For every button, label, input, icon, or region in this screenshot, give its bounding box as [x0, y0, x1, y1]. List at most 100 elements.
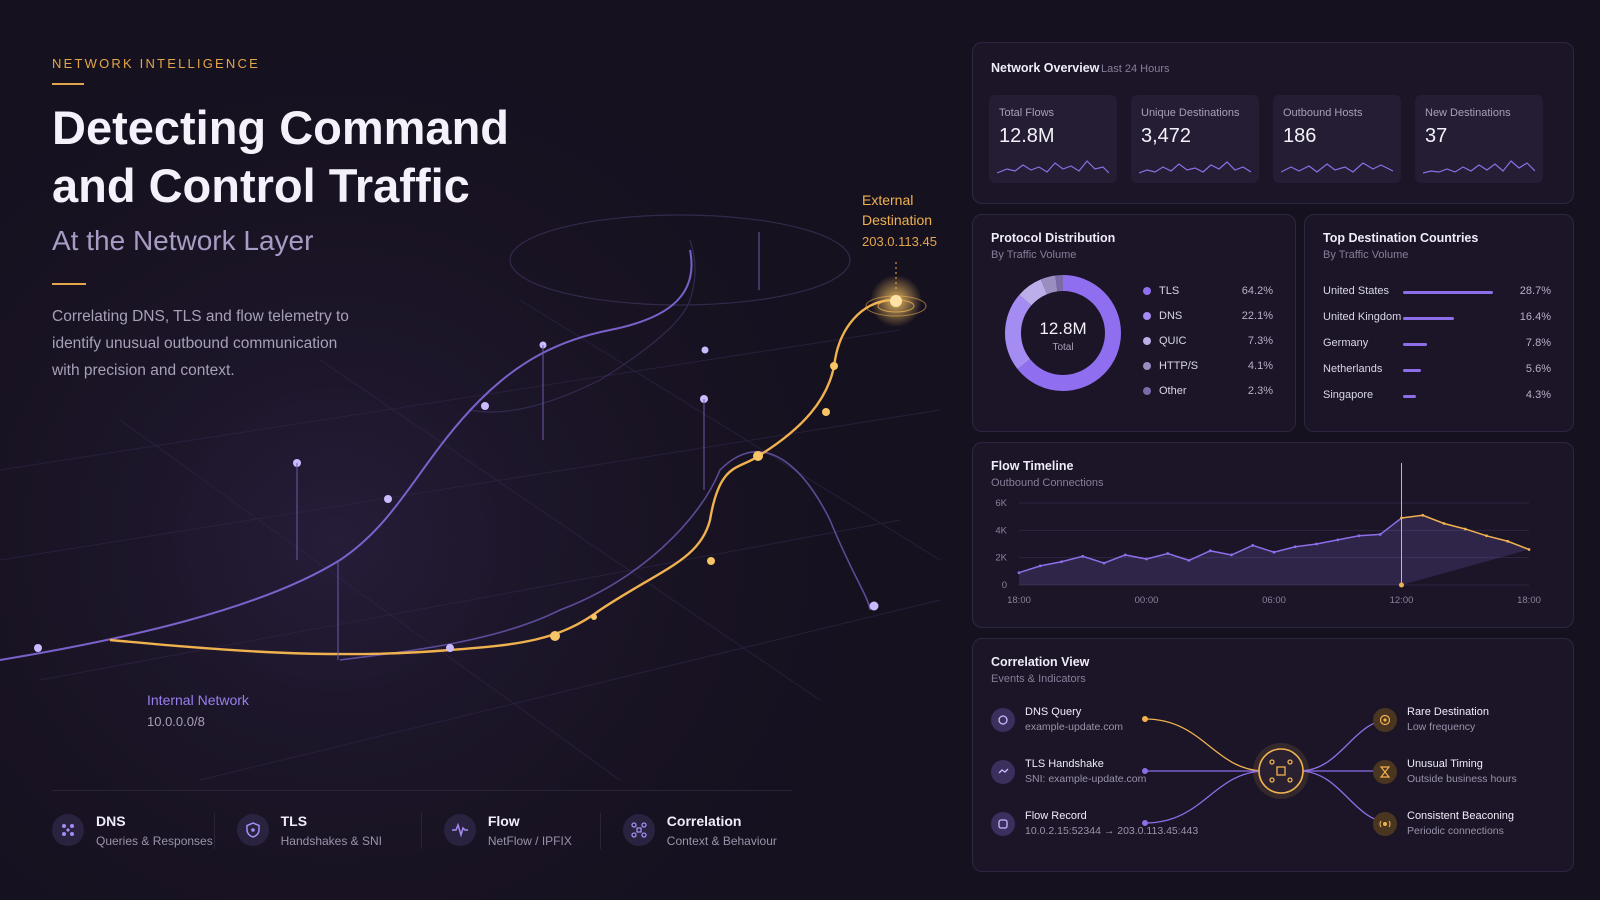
legend-pct: 7.3% [1247, 335, 1273, 347]
panel-subtitle: Events & Indicators [991, 673, 1086, 685]
country-row: United Kingdom 16.4% [1323, 311, 1551, 325]
data-point [1017, 571, 1021, 575]
indicator-consistent-beaconing[interactable]: Consistent Beaconing Periodic connections [1373, 810, 1514, 837]
indicator-unusual-timing[interactable]: Unusual Timing Outside business hours [1373, 758, 1517, 785]
country-row: Singapore 4.3% [1323, 389, 1551, 403]
country-bar [1403, 317, 1454, 320]
event-subtitle: SNI: example-update.com [1025, 773, 1147, 785]
pulse-icon [443, 814, 476, 846]
country-name: Singapore [1323, 389, 1374, 401]
data-point [1272, 550, 1276, 554]
handshake-icon [991, 759, 1015, 784]
external-title-line-2: Destination [862, 212, 933, 228]
kpi-outbound-hosts[interactable]: Outbound Hosts 186 [1273, 95, 1401, 183]
hourglass-icon [1373, 759, 1397, 784]
data-point [1060, 560, 1063, 564]
legend-dot [1143, 362, 1151, 371]
y-tick-label: 0 [1002, 580, 1007, 591]
external-title-line-1: External [862, 192, 914, 208]
source-subtitle: NetFlow / IPFIX [487, 833, 572, 848]
country-bar [1403, 343, 1427, 346]
data-point [1230, 553, 1233, 557]
donut-slice-dns [1005, 275, 1121, 391]
source-title: Correlation [666, 812, 742, 829]
country-bar [1403, 369, 1421, 372]
indicator-subtitle: Outside business hours [1407, 773, 1517, 785]
event-tls-handshake[interactable]: TLS Handshake SNI: example-update.com [991, 758, 1146, 785]
event-flow-record[interactable]: Flow Record 10.0.2.15:52344 → 203.0.113.4… [991, 810, 1198, 837]
legend-label: TLS [1159, 285, 1180, 297]
event-title: TLS Handshake [1025, 758, 1104, 770]
overview-range: Last 24 Hours [1101, 63, 1170, 75]
country-row: Germany 7.8% [1323, 337, 1551, 351]
kpi-sparkline [1423, 160, 1535, 174]
dns-icon [52, 814, 84, 846]
data-point [1187, 559, 1191, 562]
shield-icon [236, 814, 269, 846]
x-tick-label: 18:00 [1517, 595, 1541, 606]
y-tick-label: 6K [995, 498, 1007, 509]
eyebrow: NETWORK INTELLIGENCE [52, 56, 260, 71]
kpi-unique-destinations[interactable]: Unique Destinations 3,472 [1131, 95, 1259, 183]
donut-slice-other [1005, 275, 1121, 391]
title-line-2: and Control Traffic [52, 159, 470, 212]
source-dns[interactable]: DNS Queries & Responses [52, 791, 214, 849]
indicator-subtitle: Periodic connections [1407, 825, 1504, 837]
kpi-total-flows[interactable]: Total Flows 12.8M [989, 95, 1117, 183]
legend-row-quic: QUIC 7.3% [1143, 335, 1273, 347]
event-title: DNS Query [1025, 706, 1082, 718]
panel-title: Flow Timeline [991, 459, 1074, 473]
source-subtitle: Context & Behaviour [666, 833, 777, 848]
data-point [1336, 538, 1340, 542]
event-title: Flow Record [1025, 810, 1087, 822]
correlation-hub-icon [1269, 759, 1293, 783]
legend-row-tls: TLS 64.2% [1143, 285, 1273, 297]
kpi-label: Unique Destinations [1141, 107, 1240, 119]
donut-total-label: Total [1052, 342, 1074, 353]
flow-record-icon [991, 811, 1015, 836]
protocol-distribution-panel: Protocol Distribution By Traffic Volume … [972, 214, 1296, 432]
country-name: United Kingdom [1323, 311, 1402, 323]
event-dns-query[interactable]: DNS Query example-update.com [991, 706, 1123, 733]
indicator-subtitle: Low frequency [1407, 721, 1476, 733]
legend-pct: 22.1% [1241, 310, 1273, 322]
secondary-path [339, 451, 871, 661]
source-flow[interactable]: Flow NetFlow / IPFIX [422, 791, 600, 849]
internal-network-label: Internal Network 10.0.0.0/8 [147, 692, 249, 729]
source-tls[interactable]: TLS Handshakes & SNI [215, 791, 421, 849]
kpi-value: 186 [1283, 125, 1317, 147]
y-tick-label: 2K [995, 553, 1007, 564]
source-subtitle: Handshakes & SNI [280, 833, 383, 848]
internal-cidr: 10.0.0.0/8 [147, 714, 205, 729]
kpi-sparkline [1139, 161, 1251, 174]
data-point [1123, 553, 1127, 557]
correlation-view-panel: Correlation View Events & Indicators DNS… [972, 638, 1574, 872]
legend-dot [1143, 337, 1151, 346]
legend-pct: 4.1% [1247, 360, 1273, 372]
correlation-links [1142, 716, 1396, 826]
indicator-title: Rare Destination [1407, 706, 1489, 718]
highlight-marker-dot [1399, 582, 1404, 588]
legend-label: DNS [1159, 310, 1183, 322]
page-title: Detecting Command and Control Traffic [52, 99, 572, 215]
hero-description: Correlating DNS, TLS and flow telemetry … [52, 308, 349, 379]
legend-pct: 2.3% [1247, 385, 1273, 397]
subtitle-divider [52, 283, 86, 285]
target-icon [1373, 707, 1397, 732]
panel-title: Network Overview [991, 61, 1100, 75]
indicator-rare-destination[interactable]: Rare Destination Low frequency [1373, 706, 1489, 733]
source-correlation[interactable]: Correlation Context & Behaviour [601, 791, 792, 849]
page-subtitle: At the Network Layer [52, 225, 314, 256]
panel-title: Correlation View [991, 655, 1090, 669]
data-point [1463, 527, 1467, 531]
panel-title: Protocol Distribution [991, 231, 1116, 245]
kpi-new-destinations[interactable]: New Destinations 37 [1415, 95, 1543, 183]
country-row: Netherlands 5.6% [1323, 363, 1551, 377]
beacon-icon [1373, 811, 1397, 836]
data-point [1485, 534, 1488, 538]
legend-label: HTTP/S [1159, 360, 1199, 372]
internal-title: Internal Network [147, 692, 249, 708]
dns-query-icon [991, 707, 1015, 732]
source-title: DNS [96, 812, 126, 829]
